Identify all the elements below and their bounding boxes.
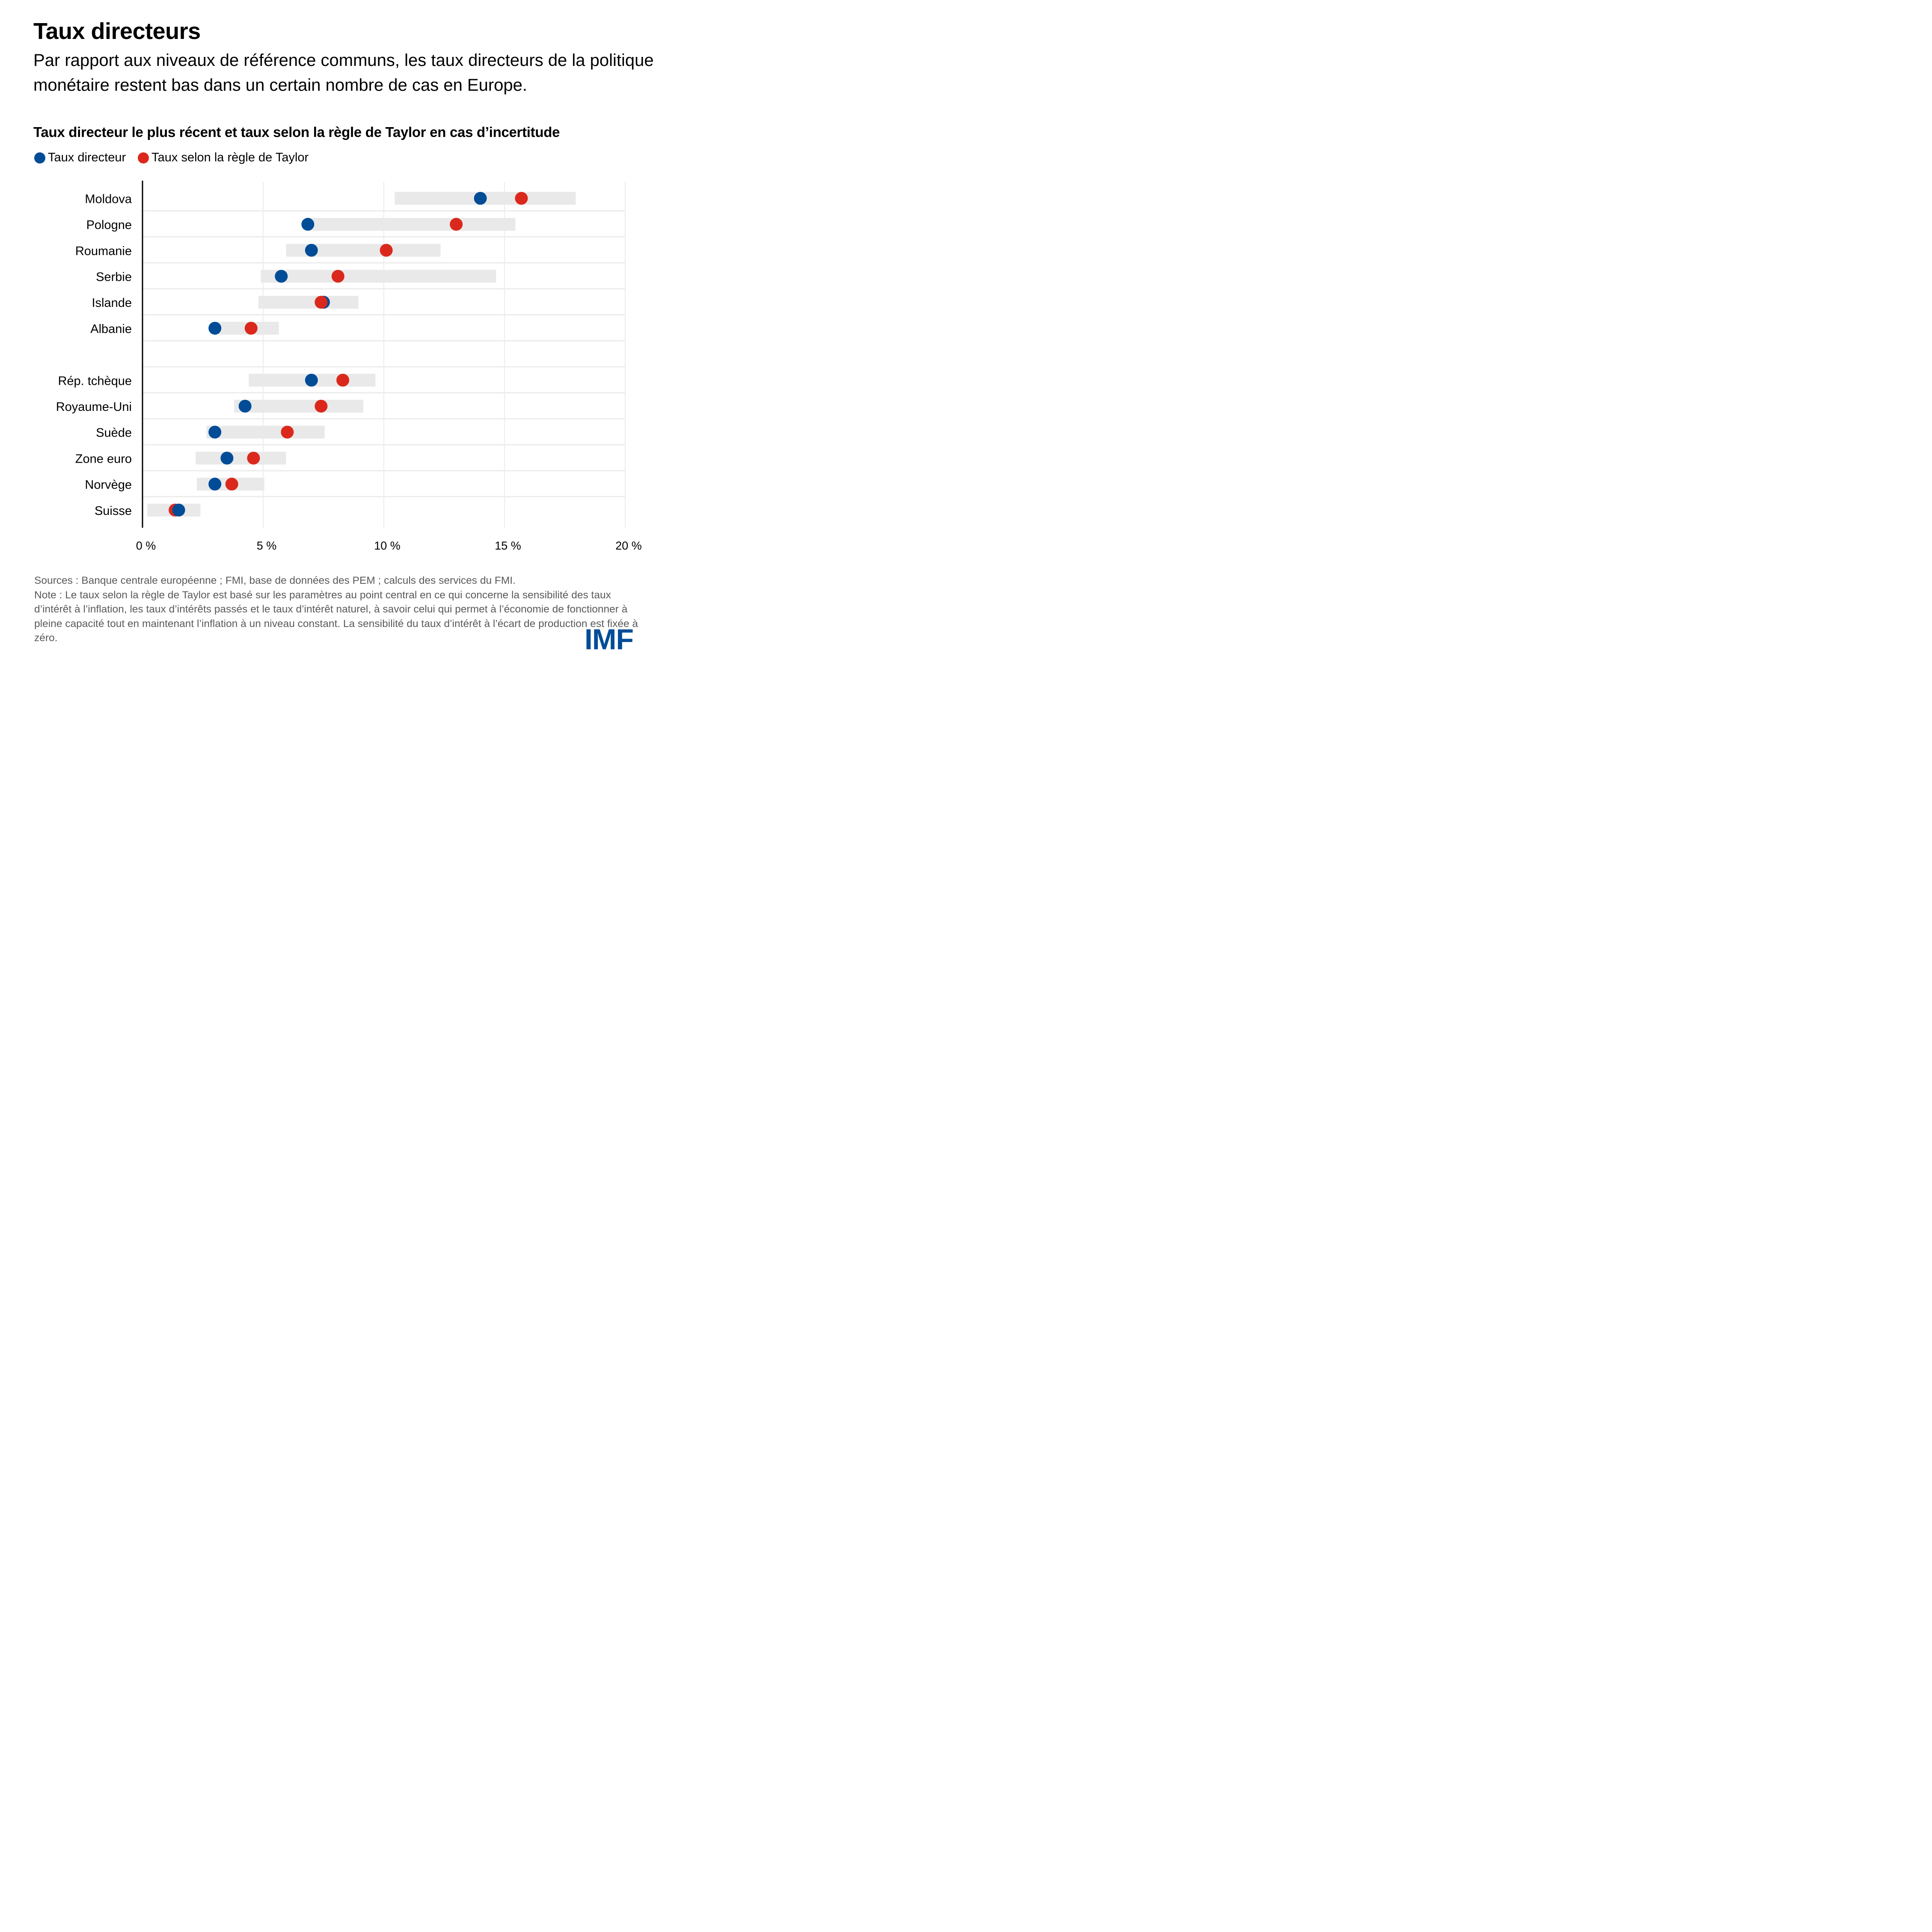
blue-dot-icon	[34, 152, 45, 163]
policy-rate-dot	[208, 425, 222, 439]
legend-item-policy-rate: Taux directeur	[34, 151, 126, 165]
policy-rate-dot	[305, 244, 318, 257]
range-bar	[196, 452, 286, 465]
range-bar	[206, 425, 325, 439]
policy-rate-dot	[220, 452, 234, 465]
x-tick-label: 0 %	[136, 539, 156, 552]
x-tick-label: 10 %	[374, 539, 401, 552]
country-label: Suisse	[95, 504, 132, 518]
taylor-rate-dot	[244, 321, 258, 335]
sources-text: Sources : Banque centrale européenne ; F…	[34, 575, 516, 586]
country-label: Royaume-Uni	[56, 400, 132, 414]
footer: Sources : Banque centrale européenne ; F…	[34, 574, 659, 645]
x-tick-label: 20 %	[615, 539, 642, 552]
taylor-rate-dot	[336, 374, 350, 387]
country-label: Albanie	[90, 322, 132, 336]
country-label: Roumanie	[75, 244, 132, 258]
range-bar	[258, 296, 359, 309]
page-title: Taux directeurs	[33, 18, 201, 44]
taylor-rate-dot	[450, 218, 463, 231]
taylor-rate-dot	[315, 399, 328, 413]
policy-rate-dot	[301, 218, 315, 231]
note-text: Note : Le taux selon la règle de Taylor …	[34, 589, 638, 644]
policy-rate-dot	[275, 270, 288, 283]
country-label: Moldova	[85, 192, 132, 206]
country-label: Zone euro	[75, 452, 132, 466]
taylor-rate-dot	[315, 296, 328, 309]
policy-rate-dot	[474, 192, 487, 205]
dot-range-chart: Moldova Pologne Roumanie Serbie Islande Alban…	[56, 181, 642, 552]
taylor-rate-dot	[281, 425, 294, 439]
legend-item-taylor-rate: Taux selon la règle de Taylor	[138, 151, 309, 165]
red-dot-icon	[138, 152, 149, 163]
range-bar	[234, 399, 364, 413]
legend-label: Taux directeur	[48, 151, 126, 164]
range-bar	[261, 270, 496, 283]
legend: Taux directeur Taux selon la règle de Ta…	[34, 151, 321, 165]
range-bar	[308, 218, 516, 231]
x-tick-label: 15 %	[495, 539, 521, 552]
taylor-rate-dot	[247, 452, 260, 465]
taylor-rate-dot	[515, 192, 528, 205]
policy-rate-dot	[238, 399, 252, 413]
country-label: Pologne	[86, 218, 132, 232]
policy-rate-dot	[305, 374, 318, 387]
country-label: Norvège	[85, 478, 132, 492]
country-label: Rép. tchèque	[58, 374, 132, 388]
country-label: Islande	[92, 296, 132, 310]
page-subtitle: Par rapport aux niveaux de référence com…	[33, 51, 654, 95]
policy-rate-dot	[208, 321, 222, 335]
x-tick-label: 5 %	[257, 539, 277, 552]
taylor-rate-dot	[380, 244, 393, 257]
imf-logo: IMF	[585, 623, 634, 656]
chart-title: Taux directeur le plus récent et taux se…	[33, 124, 560, 140]
policy-rate-dot	[208, 478, 222, 491]
taylor-rate-dot	[225, 478, 238, 491]
legend-label: Taux selon la règle de Taylor	[151, 151, 309, 164]
policy-rate-dot	[172, 503, 185, 517]
country-label: Suède	[96, 426, 132, 440]
taylor-rate-dot	[331, 270, 344, 283]
country-label: Serbie	[96, 270, 132, 284]
